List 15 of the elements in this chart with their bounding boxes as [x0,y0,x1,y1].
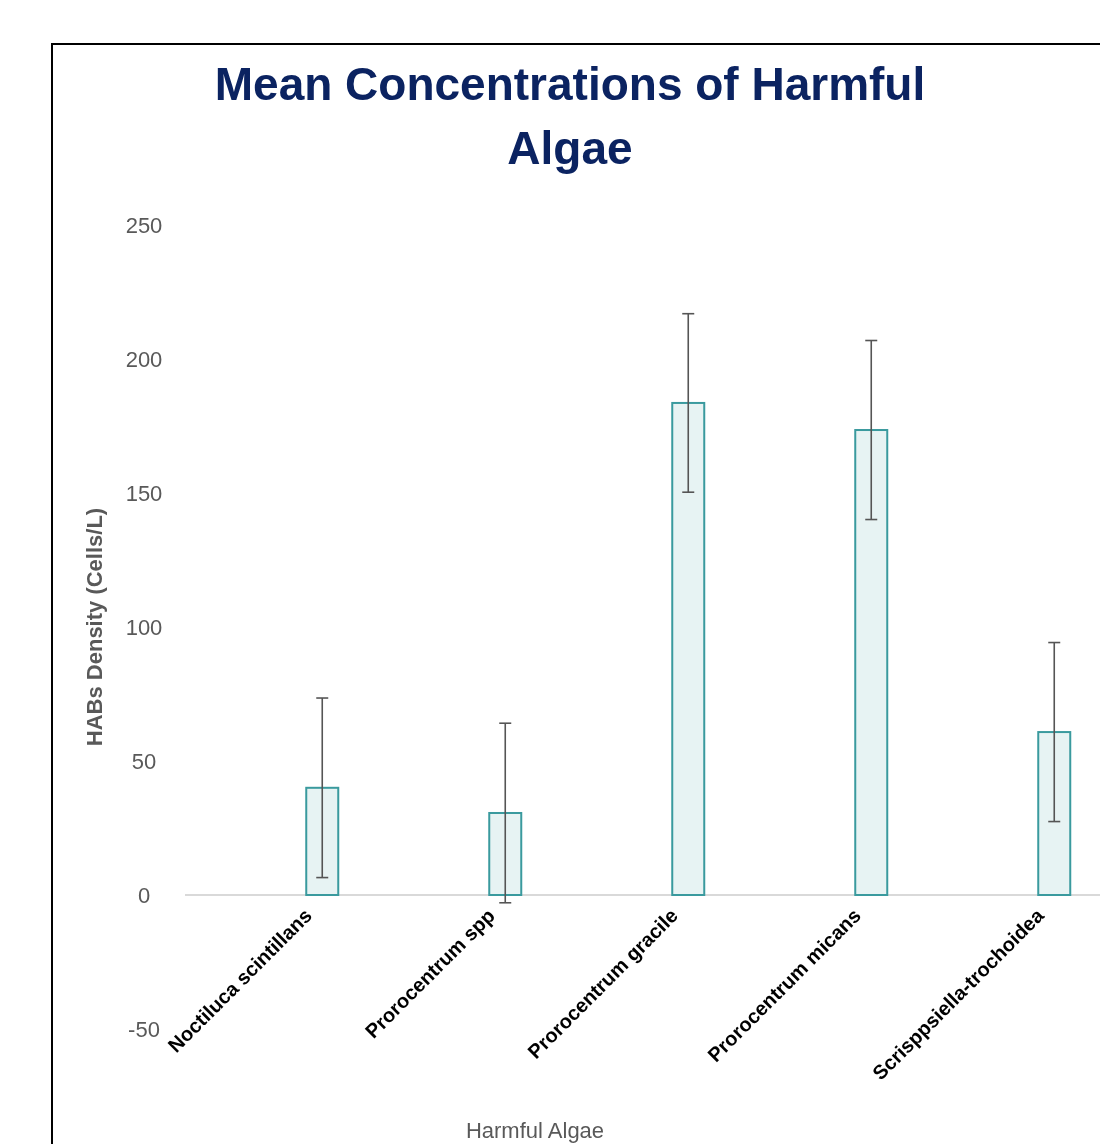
x-axis-title: Harmful Algae [465,1118,605,1143]
y-tick-label: 200 [125,346,163,372]
chart-title: Mean Concentrations of Harmful Algae [214,58,926,174]
bar [305,786,340,896]
y-tick-label: -50 [128,1016,160,1042]
y-tick-label: 100 [125,614,163,640]
y-tick-label: 150 [125,480,163,506]
y-tick-label: 0 [137,882,151,908]
bar [1037,731,1072,896]
y-tick-label: 250 [125,212,163,238]
bar [854,429,889,896]
bar [671,401,706,896]
y-axis-title: HABs Density (Cells/L) [82,507,107,747]
y-tick-label: 50 [131,748,157,774]
bar [488,811,523,896]
